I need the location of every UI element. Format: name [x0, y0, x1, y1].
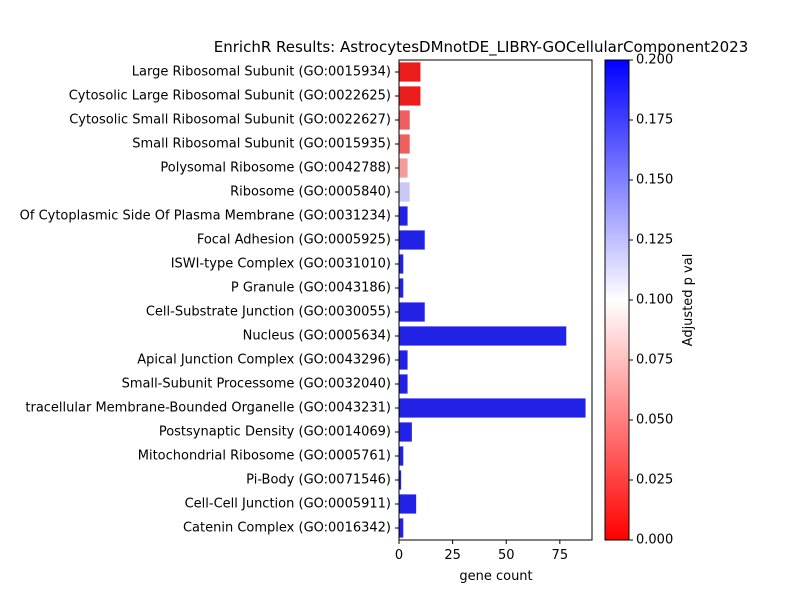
- y-tick-label: Mitochondrial Ribosome (GO:0005761): [138, 449, 391, 464]
- bars-layer: [399, 62, 586, 538]
- y-tick-label: tracellular Membrane-Bounded Organelle (…: [25, 401, 391, 416]
- y-tick-label: Ribosome (GO:0005840): [230, 185, 391, 200]
- x-axis-title: gene count: [459, 569, 532, 584]
- colorbar-tick-label: 0.175: [636, 113, 673, 128]
- bar: [399, 422, 412, 442]
- y-tick-label: Polysomal Ribosome (GO:0042788): [160, 161, 391, 176]
- colorbar-tick-label: 0.200: [636, 53, 673, 68]
- bar: [399, 470, 402, 490]
- colorbar-tick-label: 0.150: [636, 173, 673, 188]
- y-tick-label: Large Ribosomal Subunit (GO:0015934): [132, 65, 391, 80]
- y-tick-label: Cytosolic Large Ribosomal Subunit (GO:00…: [69, 89, 391, 104]
- colorbar-title: Adjusted p val: [681, 254, 696, 347]
- colorbar-ticks-layer: 0.000 0.025 0.050 0.075 0.100 0.125 0.150 0.175…: [629, 53, 673, 548]
- y-tick-label: Cytosolic Small Ribosomal Subunit (GO:00…: [69, 113, 391, 128]
- colorbar-tick-label: 0.100: [636, 293, 673, 308]
- x-tick-label: 0: [395, 548, 403, 563]
- x-ticks-layer: 0 25 50 75: [395, 540, 568, 563]
- bar: [399, 158, 408, 178]
- bar: [399, 110, 410, 130]
- y-tick-label: Focal Adhesion (GO:0005925): [197, 233, 391, 248]
- bar: [399, 326, 567, 346]
- colorbar-tick-label: 0.125: [636, 233, 673, 248]
- y-tick-label: P Granule (GO:0043186): [231, 281, 391, 296]
- y-tick-label: Cell-Cell Junction (GO:0005911): [185, 497, 391, 512]
- bar: [399, 518, 404, 538]
- y-tick-label: Small-Subunit Processome (GO:0032040): [122, 377, 391, 392]
- bar: [399, 86, 421, 106]
- colorbar: [604, 59, 630, 541]
- x-tick-label: 75: [552, 548, 569, 563]
- colorbar-tick-label: 0.025: [636, 473, 673, 488]
- y-tick-label: Cell-Substrate Junction (GO:0030055): [146, 305, 391, 320]
- bar: [399, 182, 410, 202]
- bar: [399, 302, 425, 322]
- y-tick-label: Apical Junction Complex (GO:0043296): [137, 353, 391, 368]
- colorbar-tick-label: 0.075: [636, 353, 673, 368]
- x-tick-label: 50: [498, 548, 515, 563]
- y-tick-label: Nucleus (GO:0005634): [243, 329, 391, 344]
- bar: [399, 62, 421, 82]
- bar: [399, 134, 410, 154]
- x-tick-label: 25: [444, 548, 461, 563]
- chart-title: EnrichR Results: AstrocytesDMnotDE_LIBRY…: [214, 38, 749, 57]
- bar: [399, 398, 586, 418]
- bar: [399, 374, 408, 394]
- y-tick-label: ISWI-type Complex (GO:0031010): [171, 257, 391, 272]
- y-tick-label: Of Cytoplasmic Side Of Plasma Membrane (…: [20, 209, 391, 224]
- bar: [399, 494, 417, 514]
- bar: [399, 350, 408, 370]
- bar: [399, 254, 404, 274]
- bar: [399, 446, 404, 466]
- bar: [399, 206, 408, 226]
- colorbar-tick-label: 0.000: [636, 533, 673, 548]
- colorbar-tick-label: 0.050: [636, 413, 673, 428]
- bar: [399, 230, 425, 250]
- y-tick-label: Postsynaptic Density (GO:0014069): [159, 425, 391, 440]
- y-tick-label: Pi-Body (GO:0071546): [246, 473, 391, 488]
- y-tick-label: Small Ribosomal Subunit (GO:0015935): [132, 137, 391, 152]
- plot-frame: [398, 59, 593, 541]
- y-tick-label: Catenin Complex (GO:0016342): [183, 521, 391, 536]
- y-ticks-layer: Large Ribosomal Subunit (GO:0015934) Cyto…: [20, 65, 399, 536]
- bar: [399, 278, 404, 298]
